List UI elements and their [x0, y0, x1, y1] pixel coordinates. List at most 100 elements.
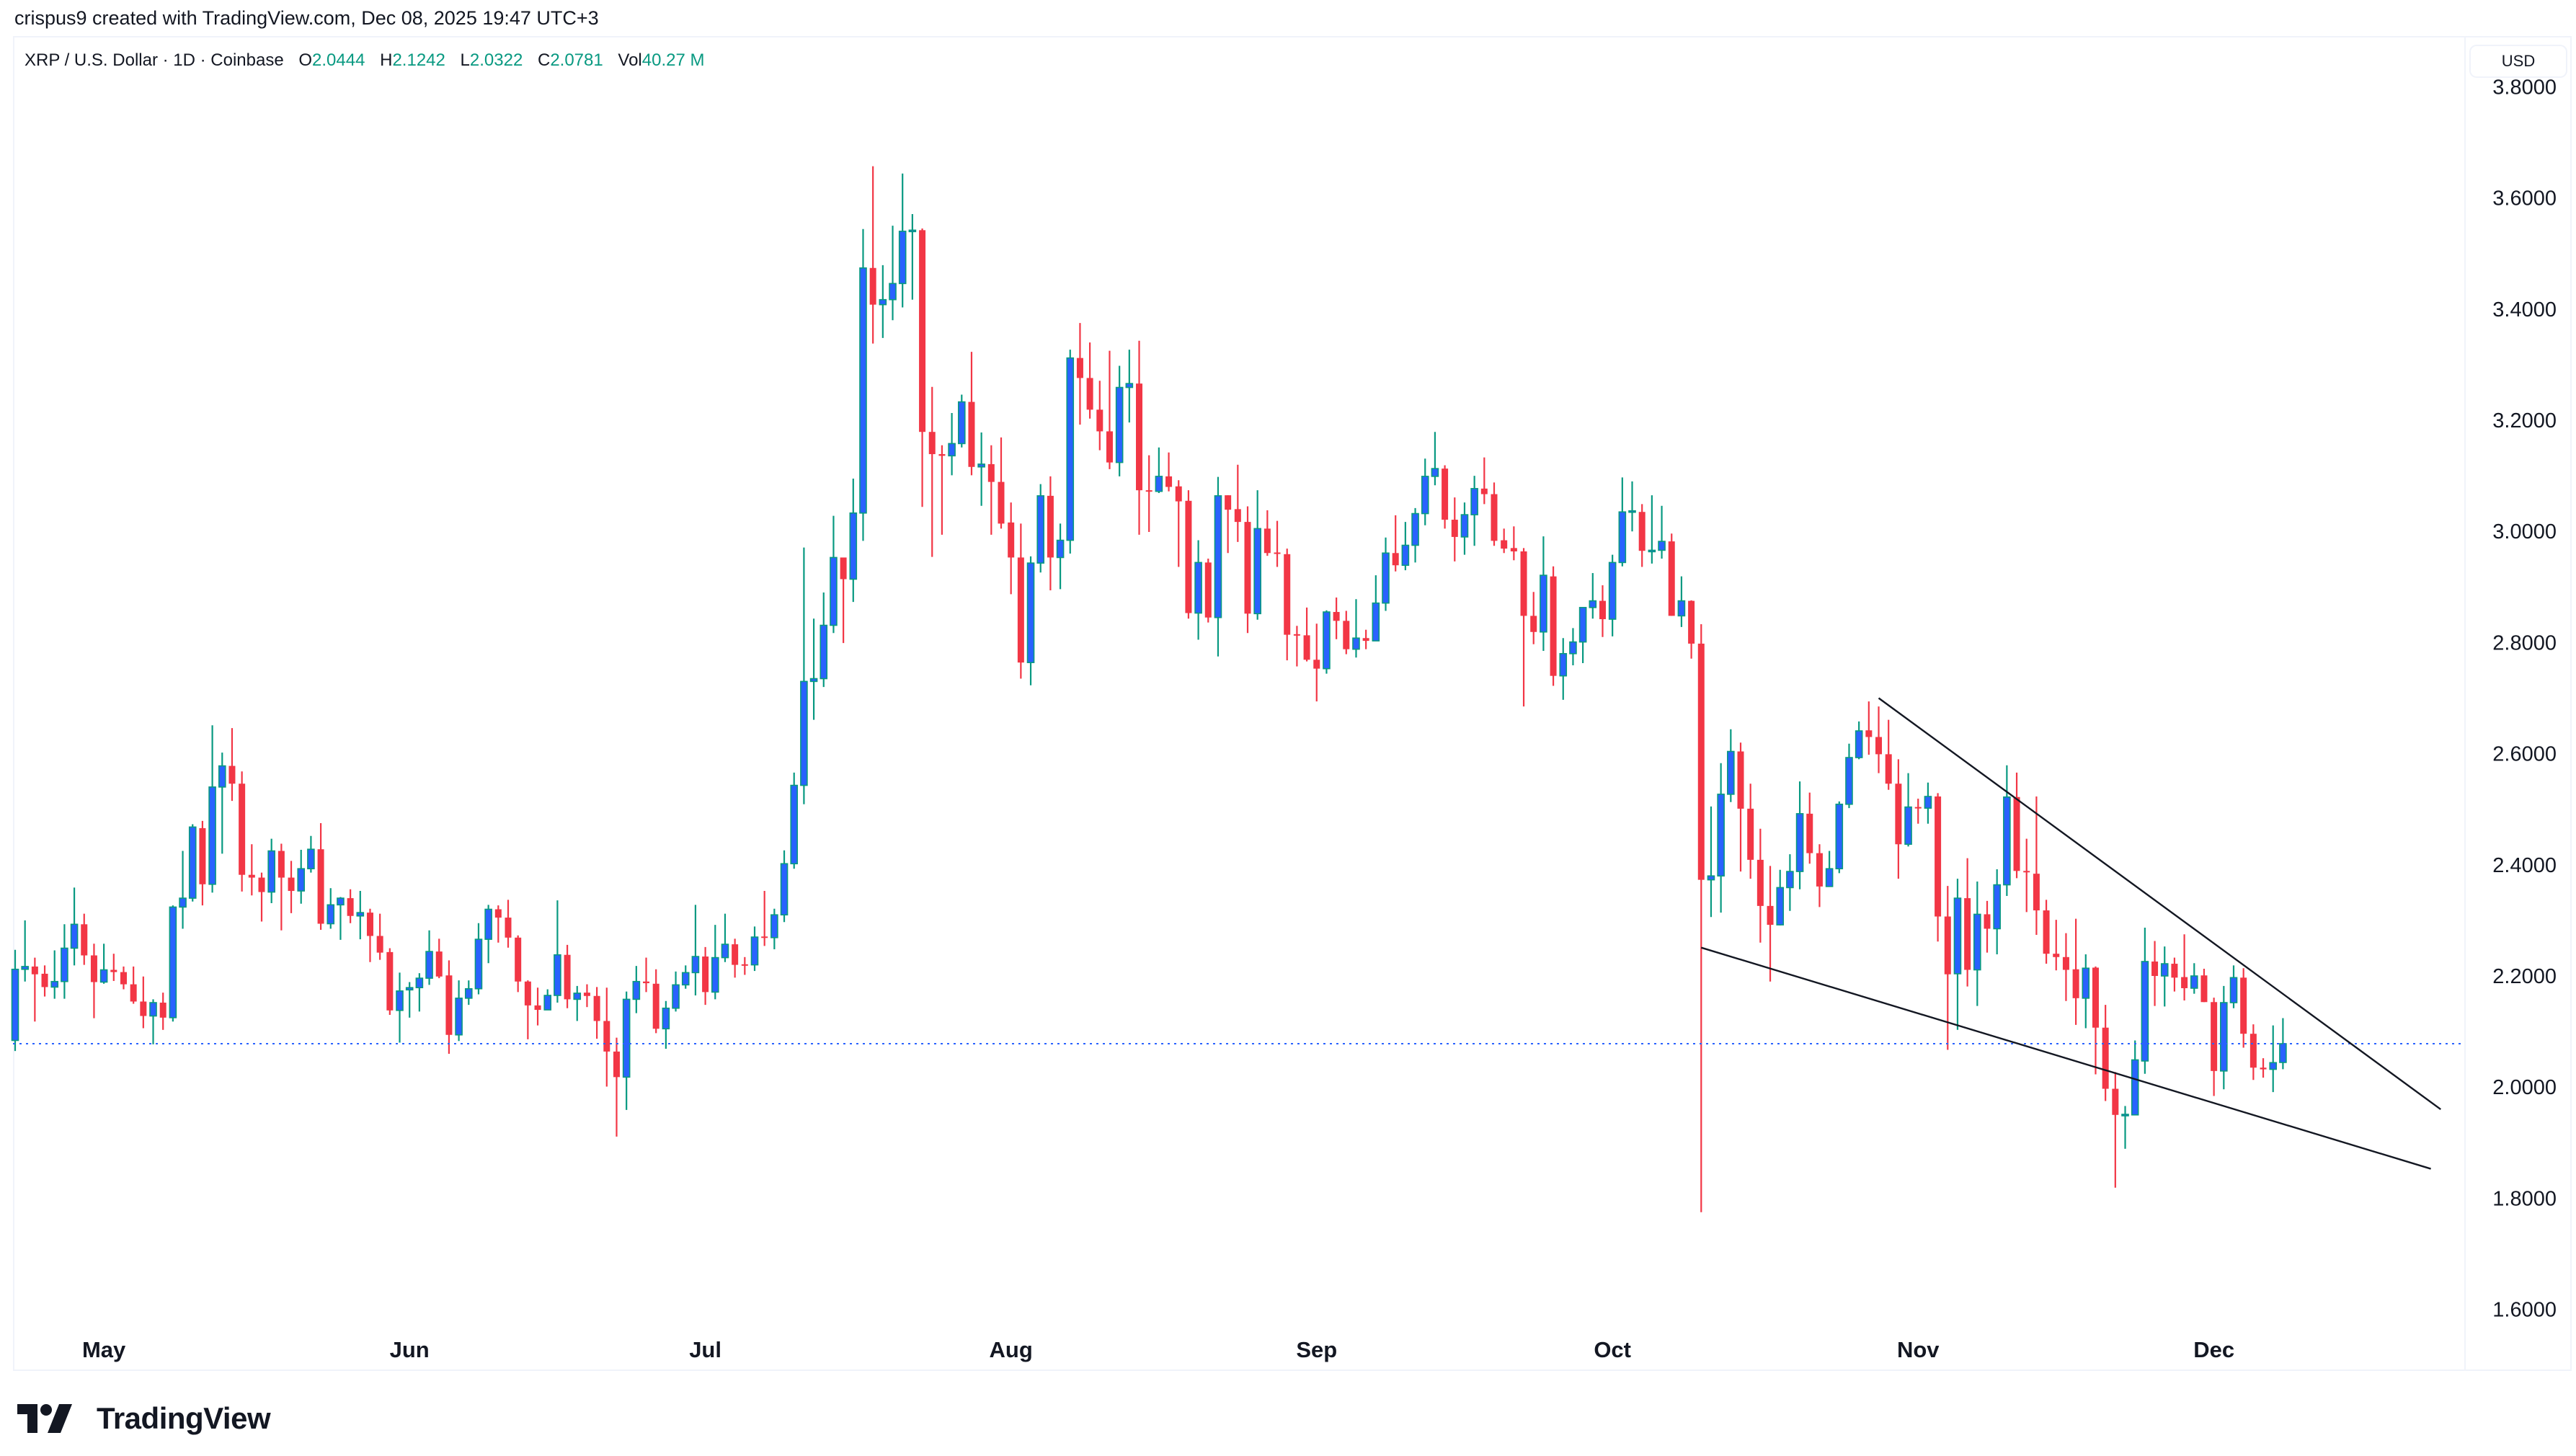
candle-body: [622, 998, 631, 1078]
candle-body: [800, 680, 808, 786]
candle-body: [1795, 813, 1804, 872]
candle-body: [977, 463, 985, 468]
candle-down: [1550, 566, 1557, 686]
candle-down: [81, 913, 88, 965]
candle-body: [1530, 616, 1537, 632]
candle-body: [1372, 602, 1380, 642]
candle-down: [702, 946, 709, 1006]
candle-body: [672, 984, 680, 1009]
candle-body: [1984, 914, 1991, 929]
candle-body: [1806, 813, 1813, 853]
candle-body: [120, 972, 127, 985]
candle-body: [1510, 548, 1517, 551]
candle-body: [2240, 977, 2247, 1034]
candle-body: [1323, 611, 1331, 670]
candle-down: [741, 956, 748, 975]
candle-down: [732, 938, 739, 978]
candle-up: [169, 905, 177, 1022]
candle-down: [2062, 933, 2069, 1001]
candle-body: [2131, 1059, 2139, 1116]
candle-down: [564, 944, 571, 1008]
candle-down: [1895, 759, 1902, 879]
candle-up: [297, 849, 306, 904]
candle-body: [386, 951, 394, 1011]
candle-down: [524, 980, 531, 1039]
candle-up: [1155, 447, 1163, 494]
candle-up: [267, 838, 275, 904]
upper-trendline[interactable]: [1878, 697, 2441, 1111]
candle-body: [1835, 803, 1844, 870]
candle-body: [1225, 495, 1232, 510]
candle-body: [2190, 975, 2198, 989]
tradingview-logo[interactable]: TradingView: [17, 1401, 271, 1436]
candle-body: [652, 983, 659, 1029]
open-label: O: [298, 50, 313, 70]
price-tick-label: 1.6000: [2492, 1299, 2557, 1322]
candle-body: [1470, 488, 1478, 515]
candle-body: [2062, 956, 2069, 970]
candle-body: [919, 230, 926, 432]
candle-up: [1411, 507, 1419, 563]
candle-down: [1343, 611, 1350, 654]
candle-body: [1578, 607, 1587, 643]
time-tick-label: Oct: [1594, 1337, 1631, 1362]
candle-down: [1501, 528, 1508, 554]
candle-down: [2200, 968, 2208, 1003]
candle-down: [376, 913, 383, 960]
candle-body: [1036, 495, 1045, 564]
candle-body: [721, 944, 729, 959]
open-value: 2.0444: [312, 50, 365, 70]
candle-body: [1352, 637, 1360, 650]
candle-up: [1835, 801, 1844, 874]
candle-up: [208, 725, 216, 893]
candle-down: [1225, 495, 1232, 554]
candle-up: [1115, 365, 1124, 476]
candle-body: [1895, 784, 1902, 845]
candle-body: [1914, 807, 1922, 809]
candle-body: [2053, 954, 2060, 957]
candle-body: [1540, 574, 1547, 633]
candle-body: [515, 937, 522, 982]
candle-down: [761, 891, 768, 946]
candle-body: [1244, 522, 1251, 614]
candle-body: [1451, 520, 1458, 537]
candle-body: [1550, 576, 1557, 676]
candle-body: [1599, 600, 1606, 620]
candle-up: [474, 923, 483, 995]
candle-body: [50, 980, 59, 988]
candle-body: [1056, 539, 1065, 559]
symbol-title[interactable]: XRP / U.S. Dollar · 1D · Coinbase: [25, 50, 284, 70]
candle-body: [2211, 1002, 2218, 1071]
lower-trendline[interactable]: [1700, 946, 2431, 1170]
candle-up: [1707, 806, 1715, 918]
candle-body: [239, 784, 246, 875]
candle-body: [889, 283, 897, 301]
candle-up: [2141, 927, 2149, 1074]
candle-body: [2092, 967, 2099, 1028]
candle-body: [356, 912, 365, 917]
candle-body: [1964, 898, 1971, 970]
price-axis[interactable]: 3.8000 3.6000 3.4000 3.2000 3.0000 2.8000 2.60…: [2492, 76, 2557, 1321]
candle-body: [1343, 621, 1350, 649]
candle-up: [2003, 765, 2011, 896]
candle-up: [1470, 476, 1478, 546]
candle-down: [515, 935, 522, 993]
candle-body: [1935, 796, 1942, 917]
candle-body: [780, 863, 789, 916]
candle-down: [2013, 772, 2020, 879]
candle-body: [445, 975, 453, 1035]
candle-down: [445, 960, 453, 1054]
symbol-legend: XRP / U.S. Dollar · 1D · Coinbase O2.044…: [25, 50, 704, 71]
time-axis[interactable]: May Jun Jul Aug Sep Oct Nov Dec: [82, 1337, 2234, 1362]
candle-body: [643, 981, 650, 984]
price-tick-label: 3.4000: [2492, 298, 2557, 321]
candle-body: [1697, 643, 1705, 880]
candle-up: [1618, 477, 1627, 567]
currency-button[interactable]: USD: [2469, 45, 2567, 78]
candle-up: [721, 913, 729, 962]
candle-body: [1668, 541, 1675, 616]
high-value: 2.1242: [392, 50, 445, 70]
candle-body: [464, 987, 473, 999]
candle-up: [1066, 350, 1075, 554]
